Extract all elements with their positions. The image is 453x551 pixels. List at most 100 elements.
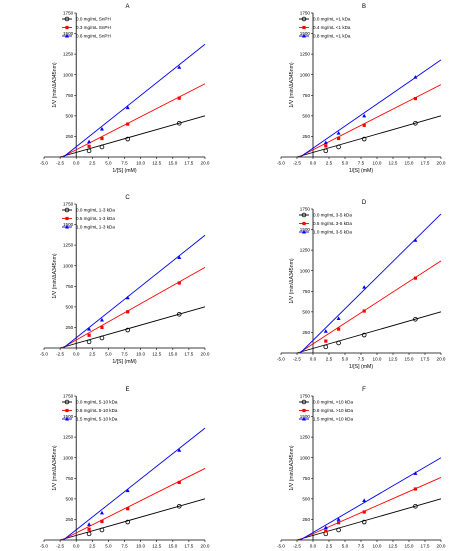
data-point-2-0 bbox=[87, 326, 92, 331]
x-axis-title: 1/[S] (mM) bbox=[349, 364, 373, 370]
data-point-0-1 bbox=[336, 340, 341, 346]
x-tick-label: 0.0 bbox=[310, 161, 317, 166]
x-tick-label: 2.5 bbox=[326, 357, 333, 362]
legend-entry: 1.5 mg/mL 5-10 kDa bbox=[76, 417, 118, 422]
x-tick-label: 2.5 bbox=[89, 544, 96, 549]
x-tick-label: 12.5 bbox=[152, 544, 161, 549]
x-axis-title: 1/[S] (mM) bbox=[112, 168, 136, 174]
legend-marker bbox=[65, 408, 69, 413]
data-point-1-3 bbox=[177, 480, 181, 484]
data-point-1-0 bbox=[324, 144, 328, 148]
legend-entry: 0.4 mg/mL <1 kDa bbox=[313, 25, 351, 30]
legend-entry: 1.5 mg/mL >10 kDa bbox=[313, 417, 353, 422]
legend-marker bbox=[64, 399, 70, 405]
series-line-2 bbox=[299, 59, 442, 158]
y-tick-label: 250 bbox=[66, 134, 74, 139]
data-point-1-0 bbox=[324, 339, 328, 343]
x-axis-title: 1/[S] (mM) bbox=[349, 168, 373, 174]
series-line-2 bbox=[299, 457, 442, 541]
data-point-0-3 bbox=[413, 316, 418, 322]
data-point-0-0 bbox=[86, 148, 92, 154]
y-tick-label: 500 bbox=[66, 496, 74, 501]
x-tick-label: -2.5 bbox=[56, 544, 64, 549]
y-tick-label: 250 bbox=[302, 134, 310, 139]
x-tick-label: 17.5 bbox=[421, 161, 430, 166]
x-tick-label: 12.5 bbox=[389, 544, 398, 549]
x-tick-label: 20.0 bbox=[437, 357, 446, 362]
data-point-0-3 bbox=[176, 311, 182, 317]
chart-panel-a: A -5.0 -2.5 0.0 2.5 5.0 7.5 10.0 12.5 15.0 17.5 20.… bbox=[40, 4, 210, 174]
y-axis-title: 1/V (min/ΔA345nm) bbox=[289, 258, 295, 304]
x-tick-label: 10.0 bbox=[373, 161, 382, 166]
series-line-0 bbox=[59, 115, 206, 158]
y-tick-label: 750 bbox=[302, 93, 310, 98]
data-point-2-2 bbox=[125, 295, 130, 300]
data-point-0-1 bbox=[336, 527, 341, 533]
x-tick-label: 20.0 bbox=[201, 352, 210, 357]
y-tick-label: 750 bbox=[66, 93, 74, 98]
legend-marker bbox=[65, 224, 69, 229]
x-tick-label: 7.5 bbox=[121, 161, 128, 166]
x-tick-label: 0.0 bbox=[310, 357, 317, 362]
data-point-1-3 bbox=[177, 96, 181, 100]
x-tick-label: 5.0 bbox=[105, 352, 112, 357]
legend-entry: 0.0 mg/mL SnPH bbox=[76, 17, 111, 22]
y-tick-label: 250 bbox=[66, 325, 74, 330]
x-tick-label: 0.0 bbox=[73, 161, 80, 166]
series-line-1 bbox=[61, 468, 206, 541]
data-point-1-2 bbox=[362, 510, 366, 514]
y-axis-title: 1/V (min/ΔA345nm) bbox=[52, 62, 58, 108]
legend-marker bbox=[302, 25, 306, 30]
data-point-1-0 bbox=[87, 333, 91, 337]
data-point-1-3 bbox=[177, 281, 181, 285]
x-tick-label: 2.5 bbox=[326, 161, 333, 166]
x-tick-label: -5.0 bbox=[40, 161, 48, 166]
y-tick-label: 1750 bbox=[63, 11, 74, 16]
x-tick-label: -5.0 bbox=[40, 352, 48, 357]
x-tick-label: 7.5 bbox=[358, 161, 365, 166]
legend-entry: 0.0 mg/mL 5-10 kDa bbox=[76, 400, 118, 405]
data-point-0-2 bbox=[125, 519, 131, 525]
x-tick-label: 17.5 bbox=[184, 352, 193, 357]
series-line-2 bbox=[63, 43, 206, 158]
x-tick-label: 12.5 bbox=[389, 357, 398, 362]
y-tick-label: 1250 bbox=[300, 52, 311, 57]
x-tick-label: -5.0 bbox=[277, 544, 285, 549]
data-point-2-1 bbox=[99, 510, 104, 515]
series-line-0 bbox=[296, 311, 442, 354]
data-point-1-1 bbox=[100, 519, 104, 524]
data-point-2-2 bbox=[362, 113, 367, 118]
x-tick-label: 10.0 bbox=[136, 161, 145, 166]
y-tick-label: 1750 bbox=[63, 202, 74, 207]
chart-panel-d: D -5.0 -2.5 0.0 2.5 5.0 7.5 10.0 12.5 15.0 17.5 20.… bbox=[277, 200, 446, 370]
y-tick-label: 1000 bbox=[63, 72, 74, 77]
y-tick-label: 1000 bbox=[300, 455, 311, 460]
data-point-0-2 bbox=[361, 136, 367, 142]
legend-marker bbox=[64, 16, 70, 22]
y-tick-label: 1500 bbox=[300, 414, 311, 419]
x-tick-label: 7.5 bbox=[121, 352, 128, 357]
x-tick-label: 12.5 bbox=[152, 161, 161, 166]
y-tick-label: 750 bbox=[302, 289, 310, 294]
y-tick-label: 500 bbox=[302, 113, 310, 118]
data-point-1-1 bbox=[337, 521, 341, 525]
y-axis-title: 1/V (min/ΔA345nm) bbox=[289, 62, 295, 108]
y-tick-label: 1500 bbox=[300, 31, 311, 36]
y-tick-label: 250 bbox=[302, 517, 310, 522]
y-tick-label: 1000 bbox=[300, 72, 311, 77]
y-axis-title: 1/V (min/ΔA345nm) bbox=[52, 253, 58, 299]
data-point-2-3 bbox=[413, 238, 418, 242]
chart-panel-f: F -5.0 -2.5 0.0 2.5 5.0 7.5 10.0 12.5 15.0 17.5 20.… bbox=[277, 387, 446, 549]
legend-marker bbox=[302, 408, 306, 413]
data-point-1-0 bbox=[87, 144, 91, 148]
x-tick-label: 2.5 bbox=[89, 161, 96, 166]
y-tick-label: 1750 bbox=[63, 394, 74, 399]
chart-panel-c: C -5.0 -2.5 0.0 2.5 5.0 7.5 10.0 12.5 15.0 17.5 20.… bbox=[40, 195, 210, 365]
data-point-2-0 bbox=[87, 139, 92, 144]
data-point-0-2 bbox=[361, 332, 367, 338]
legend-marker bbox=[65, 33, 69, 38]
data-point-2-1 bbox=[336, 517, 341, 521]
series-line-2 bbox=[299, 213, 442, 354]
data-point-1-0 bbox=[324, 529, 328, 533]
